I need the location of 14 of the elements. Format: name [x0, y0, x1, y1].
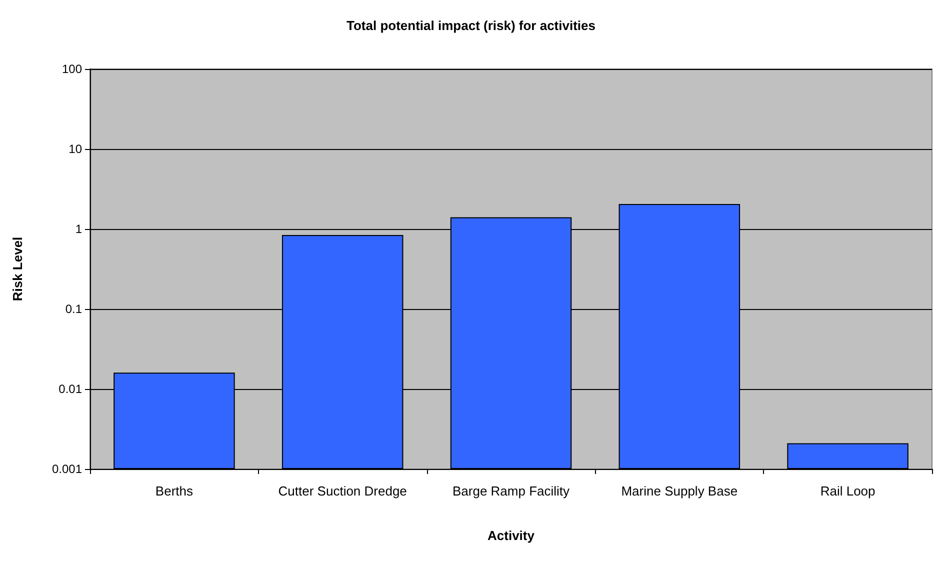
y-tick-label: 0.001: [52, 462, 82, 476]
x-tick-label: Berths: [155, 484, 194, 498]
x-tick-label: Barge Ramp Facility: [452, 484, 570, 498]
y-tick-label: 100: [62, 62, 82, 76]
x-tick-label: Rail Loop: [820, 484, 876, 498]
y-tick-label: 0.1: [65, 302, 82, 316]
y-tick-label: 10: [68, 142, 82, 156]
chart-title: Total potential impact (risk) for activities: [346, 18, 596, 33]
x-tick-label: Cutter Suction Dredge: [278, 484, 407, 498]
y-tick-label: 1: [75, 222, 82, 236]
y-tick-label: 0.01: [58, 382, 82, 396]
x-axis-title: Activity: [488, 528, 536, 543]
y-axis-title: Risk Level: [10, 236, 25, 302]
x-tick-label: Marine Supply Base: [621, 484, 738, 498]
